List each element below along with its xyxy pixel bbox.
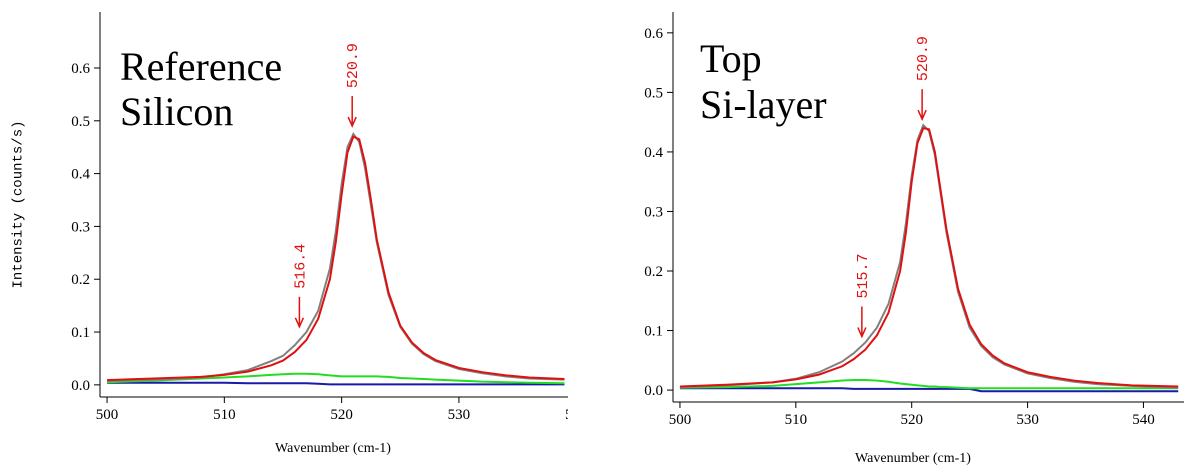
x-axis-label: Wavenumber (cm-1) xyxy=(855,451,971,466)
annotation-label: 520.9 xyxy=(915,36,932,81)
x-tick-label: 500 xyxy=(96,407,119,423)
x-axis-label: Wavenumber (cm-1) xyxy=(275,441,391,456)
y-tick-label: 0.6 xyxy=(71,61,90,77)
y-tick-label: 0.2 xyxy=(71,272,90,288)
y-tick-label: 0.1 xyxy=(644,324,663,340)
annotation-arrowhead xyxy=(294,317,305,329)
annotation-label: 515.7 xyxy=(855,253,872,298)
y-tick-label: 0.4 xyxy=(71,167,90,183)
spectrum-line xyxy=(107,135,565,382)
chart-panel: 0.0 0.1 0.2 0.3 0.4 0.5 0.6 500 510 520 530 540 Wave… xyxy=(11,12,588,456)
x-tick-label: 520 xyxy=(900,412,923,428)
annotation-label: 520.9 xyxy=(345,43,362,88)
sample-label: Si-layer xyxy=(700,82,827,127)
spectrum-line xyxy=(107,132,565,382)
spectrum-line xyxy=(679,378,1179,390)
sample-label: Silicon xyxy=(120,89,233,134)
spectrum-line xyxy=(679,123,1179,389)
annotation-arrowhead xyxy=(917,109,927,122)
y-axis-label: Intensity (counts/s) xyxy=(585,123,601,291)
y-tick-label: 0.2 xyxy=(644,264,663,280)
plot-area xyxy=(107,132,565,386)
x-tick-label: 510 xyxy=(213,407,236,423)
x-tick-label: 530 xyxy=(1016,412,1039,428)
spectrum-line xyxy=(107,372,565,385)
x-tick-label: 540 xyxy=(1132,412,1155,428)
sample-label: Reference xyxy=(120,44,282,89)
chart-panel: 0.0 0.1 0.2 0.3 0.4 0.5 0.6 500 510 520 530 540 Wave… xyxy=(585,12,1184,466)
spectrum-line xyxy=(107,381,565,386)
x-tick-label: 530 xyxy=(448,407,471,423)
plot-area xyxy=(679,123,1179,393)
x-tick-label: 540 xyxy=(565,407,588,423)
x-tick-label: 520 xyxy=(330,407,353,423)
y-tick-label: 0.6 xyxy=(644,26,663,42)
x-tick-label: 510 xyxy=(785,412,808,428)
y-axis-label: Intensity (counts/s) xyxy=(11,120,27,288)
y-tick-label: 0.5 xyxy=(644,85,663,101)
y-tick-label: 0.5 xyxy=(71,114,90,130)
annotation-arrowhead xyxy=(347,116,357,128)
annotation-label: 516.4 xyxy=(292,244,309,289)
y-tick-label: 0.0 xyxy=(644,383,663,399)
spectrum-line xyxy=(679,387,1179,393)
x-tick-label: 500 xyxy=(669,412,692,428)
sample-label: Top xyxy=(700,36,762,81)
y-tick-label: 0.4 xyxy=(644,145,663,161)
y-tick-label: 0.1 xyxy=(71,325,90,341)
y-tick-label: 0.3 xyxy=(644,204,663,220)
y-tick-label: 0.0 xyxy=(71,378,90,394)
spectrum-line xyxy=(679,126,1179,388)
annotation-arrowhead xyxy=(857,327,867,339)
y-tick-label: 0.3 xyxy=(71,219,90,235)
